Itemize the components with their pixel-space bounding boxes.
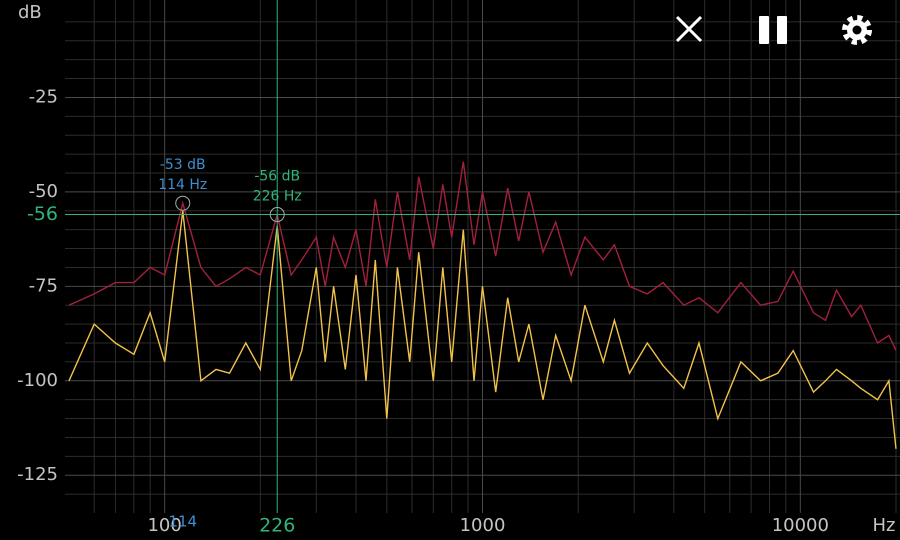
y-tick-label: -75 bbox=[29, 275, 58, 296]
peak-level-label: -53 dB bbox=[160, 157, 206, 173]
settings-button[interactable] bbox=[842, 15, 872, 45]
cursor-freq-label: 226 Hz bbox=[253, 189, 302, 205]
y-tick-label: -25 bbox=[29, 86, 58, 107]
close-button[interactable] bbox=[675, 15, 703, 43]
overlay: -56 226 -56 dB 226 Hz -53 dB 114 Hz 114 bbox=[27, 0, 900, 537]
cursor-marker bbox=[269, 207, 285, 223]
plot-area bbox=[68, 161, 897, 449]
cursor-level-label: -56 dB bbox=[254, 169, 300, 185]
x-tick-label: 1000 bbox=[460, 515, 506, 536]
x-axis-label: Hz bbox=[873, 515, 896, 536]
cursor-freq-axis-label: 226 bbox=[259, 515, 295, 537]
peak-freq-axis-label: 114 bbox=[168, 513, 197, 531]
y-tick-label: -50 bbox=[29, 181, 58, 202]
spectrum-line bbox=[68, 210, 897, 449]
grid: -25 -50 -75 -100 -125 100 1000 10000 bbox=[17, 0, 900, 536]
peak-marker bbox=[175, 195, 191, 211]
spectrum-line bbox=[68, 161, 897, 351]
x-tick-label: 100 bbox=[147, 515, 181, 536]
y-tick-label: -125 bbox=[17, 464, 58, 485]
peak-freq-label: 114 Hz bbox=[158, 177, 207, 193]
x-tick-label: 10000 bbox=[772, 515, 829, 536]
pause-button[interactable] bbox=[759, 16, 787, 44]
cursor-level-axis-label: -56 bbox=[27, 203, 58, 225]
y-axis-label: dB bbox=[18, 2, 42, 23]
y-tick-label: -100 bbox=[17, 370, 58, 391]
